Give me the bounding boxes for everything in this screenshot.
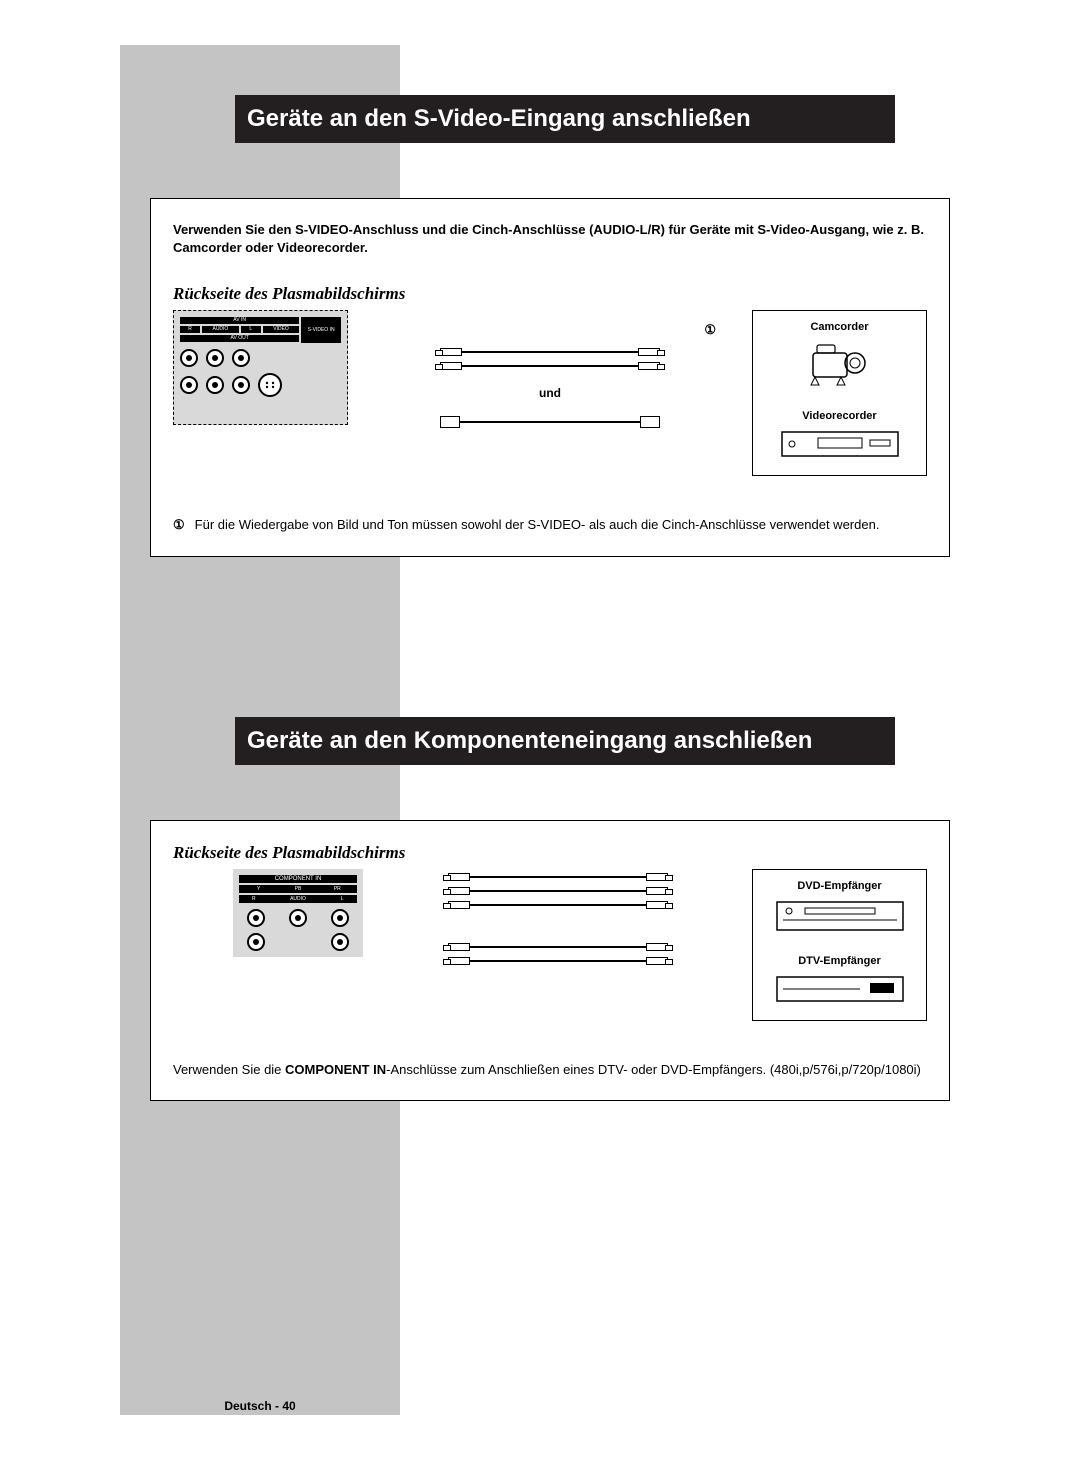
cable-diagram-svideo: ① und xyxy=(378,310,722,428)
label-svideo-in: S-VIDEO IN xyxy=(301,317,341,343)
section2-note-suffix: -Anschlüsse zum Anschließen eines DTV- o… xyxy=(386,1062,921,1077)
label-comp-audio-r: R xyxy=(239,895,269,903)
vcr-icon xyxy=(763,428,916,465)
jack-pr xyxy=(331,909,349,927)
section2-note: Verwenden Sie die COMPONENT IN-Anschlüss… xyxy=(173,1061,927,1079)
section1-note-text: Für die Wiedergabe von Bild und Ton müss… xyxy=(195,516,880,534)
section1-box: Verwenden Sie den S-VIDEO-Anschluss und … xyxy=(150,198,950,557)
devices-box-2: DVD-Empfänger DTV-Empfänger xyxy=(752,869,927,1021)
dvd-icon xyxy=(763,898,916,939)
jack-pb xyxy=(289,909,307,927)
label-component-in: COMPONENT IN xyxy=(239,875,357,883)
section1-rear-label: Rückseite des Plasmabildschirms xyxy=(173,284,927,304)
jack-audio-l-in xyxy=(206,349,224,367)
und-label: und xyxy=(539,386,561,400)
jack-audio-r-out xyxy=(180,376,198,394)
page-footer: Deutsch - 40 xyxy=(150,1399,370,1413)
svideo-cable xyxy=(440,416,660,428)
rear-panel-component: COMPONENT IN Y PB PR R AUDIO L xyxy=(233,869,363,957)
section2-note-bold: COMPONENT IN xyxy=(285,1062,386,1077)
label-avin: AV IN xyxy=(180,317,299,324)
note-marker-1: ① xyxy=(173,516,185,534)
jack-comp-audio-l xyxy=(331,933,349,951)
section1-title: Geräte an den S-Video-Eingang anschließe… xyxy=(235,95,895,143)
label-pr: PR xyxy=(318,885,357,893)
dtv-icon xyxy=(763,973,916,1010)
section2-box: Rückseite des Plasmabildschirms COMPONEN… xyxy=(150,820,950,1102)
jack-comp-audio-r xyxy=(247,933,265,951)
label-audio-r: R xyxy=(180,326,200,333)
component-cable-pb xyxy=(448,887,668,895)
jack-video-out xyxy=(232,376,250,394)
camcorder-label: Camcorder xyxy=(763,321,916,333)
audio-cable-r xyxy=(448,943,668,951)
jack-y xyxy=(247,909,265,927)
section2-note-prefix: Verwenden Sie die xyxy=(173,1062,285,1077)
step-marker-1: ① xyxy=(378,322,722,338)
label-avout: AV OUT xyxy=(180,335,299,342)
section2-title: Geräte an den Komponenteneingang anschli… xyxy=(235,717,895,765)
section2-diagram: COMPONENT IN Y PB PR R AUDIO L xyxy=(173,869,927,1021)
section1-intro: Verwenden Sie den S-VIDEO-Anschluss und … xyxy=(173,221,927,256)
dvd-label: DVD-Empfänger xyxy=(763,880,916,892)
jack-audio-l-out xyxy=(206,376,224,394)
devices-box-1: Camcorder Videorecorder xyxy=(752,310,927,476)
rca-cable-2 xyxy=(440,362,660,370)
label-comp-audio-l: L xyxy=(328,895,358,903)
label-audio-l: L xyxy=(241,326,261,333)
section2-rear-label: Rückseite des Plasmabildschirms xyxy=(173,843,927,863)
rca-cable-1 xyxy=(440,348,660,356)
jack-audio-r-in xyxy=(180,349,198,367)
component-cable-y xyxy=(448,873,668,881)
section1-diagram: AV IN R AUDIO L VIDEO AV OUT S-VIDEO IN xyxy=(173,310,927,476)
jack-video-in xyxy=(232,349,250,367)
vcr-label: Videorecorder xyxy=(763,410,916,422)
label-audio: AUDIO xyxy=(202,326,238,333)
rear-panel-svideo: AV IN R AUDIO L VIDEO AV OUT S-VIDEO IN xyxy=(173,310,348,425)
label-y: Y xyxy=(239,885,278,893)
label-pb: PB xyxy=(278,885,317,893)
jack-svideo xyxy=(258,373,282,397)
label-video: VIDEO xyxy=(263,326,299,333)
page-content: Geräte an den S-Video-Eingang anschließe… xyxy=(150,95,950,1101)
component-cable-pr xyxy=(448,901,668,909)
label-comp-audio: AUDIO xyxy=(269,895,328,903)
cable-diagram-component xyxy=(393,869,722,965)
section1-note: ① Für die Wiedergabe von Bild und Ton mü… xyxy=(173,516,927,534)
dtv-label: DTV-Empfänger xyxy=(763,955,916,967)
camcorder-icon xyxy=(763,339,916,394)
audio-cable-l xyxy=(448,957,668,965)
